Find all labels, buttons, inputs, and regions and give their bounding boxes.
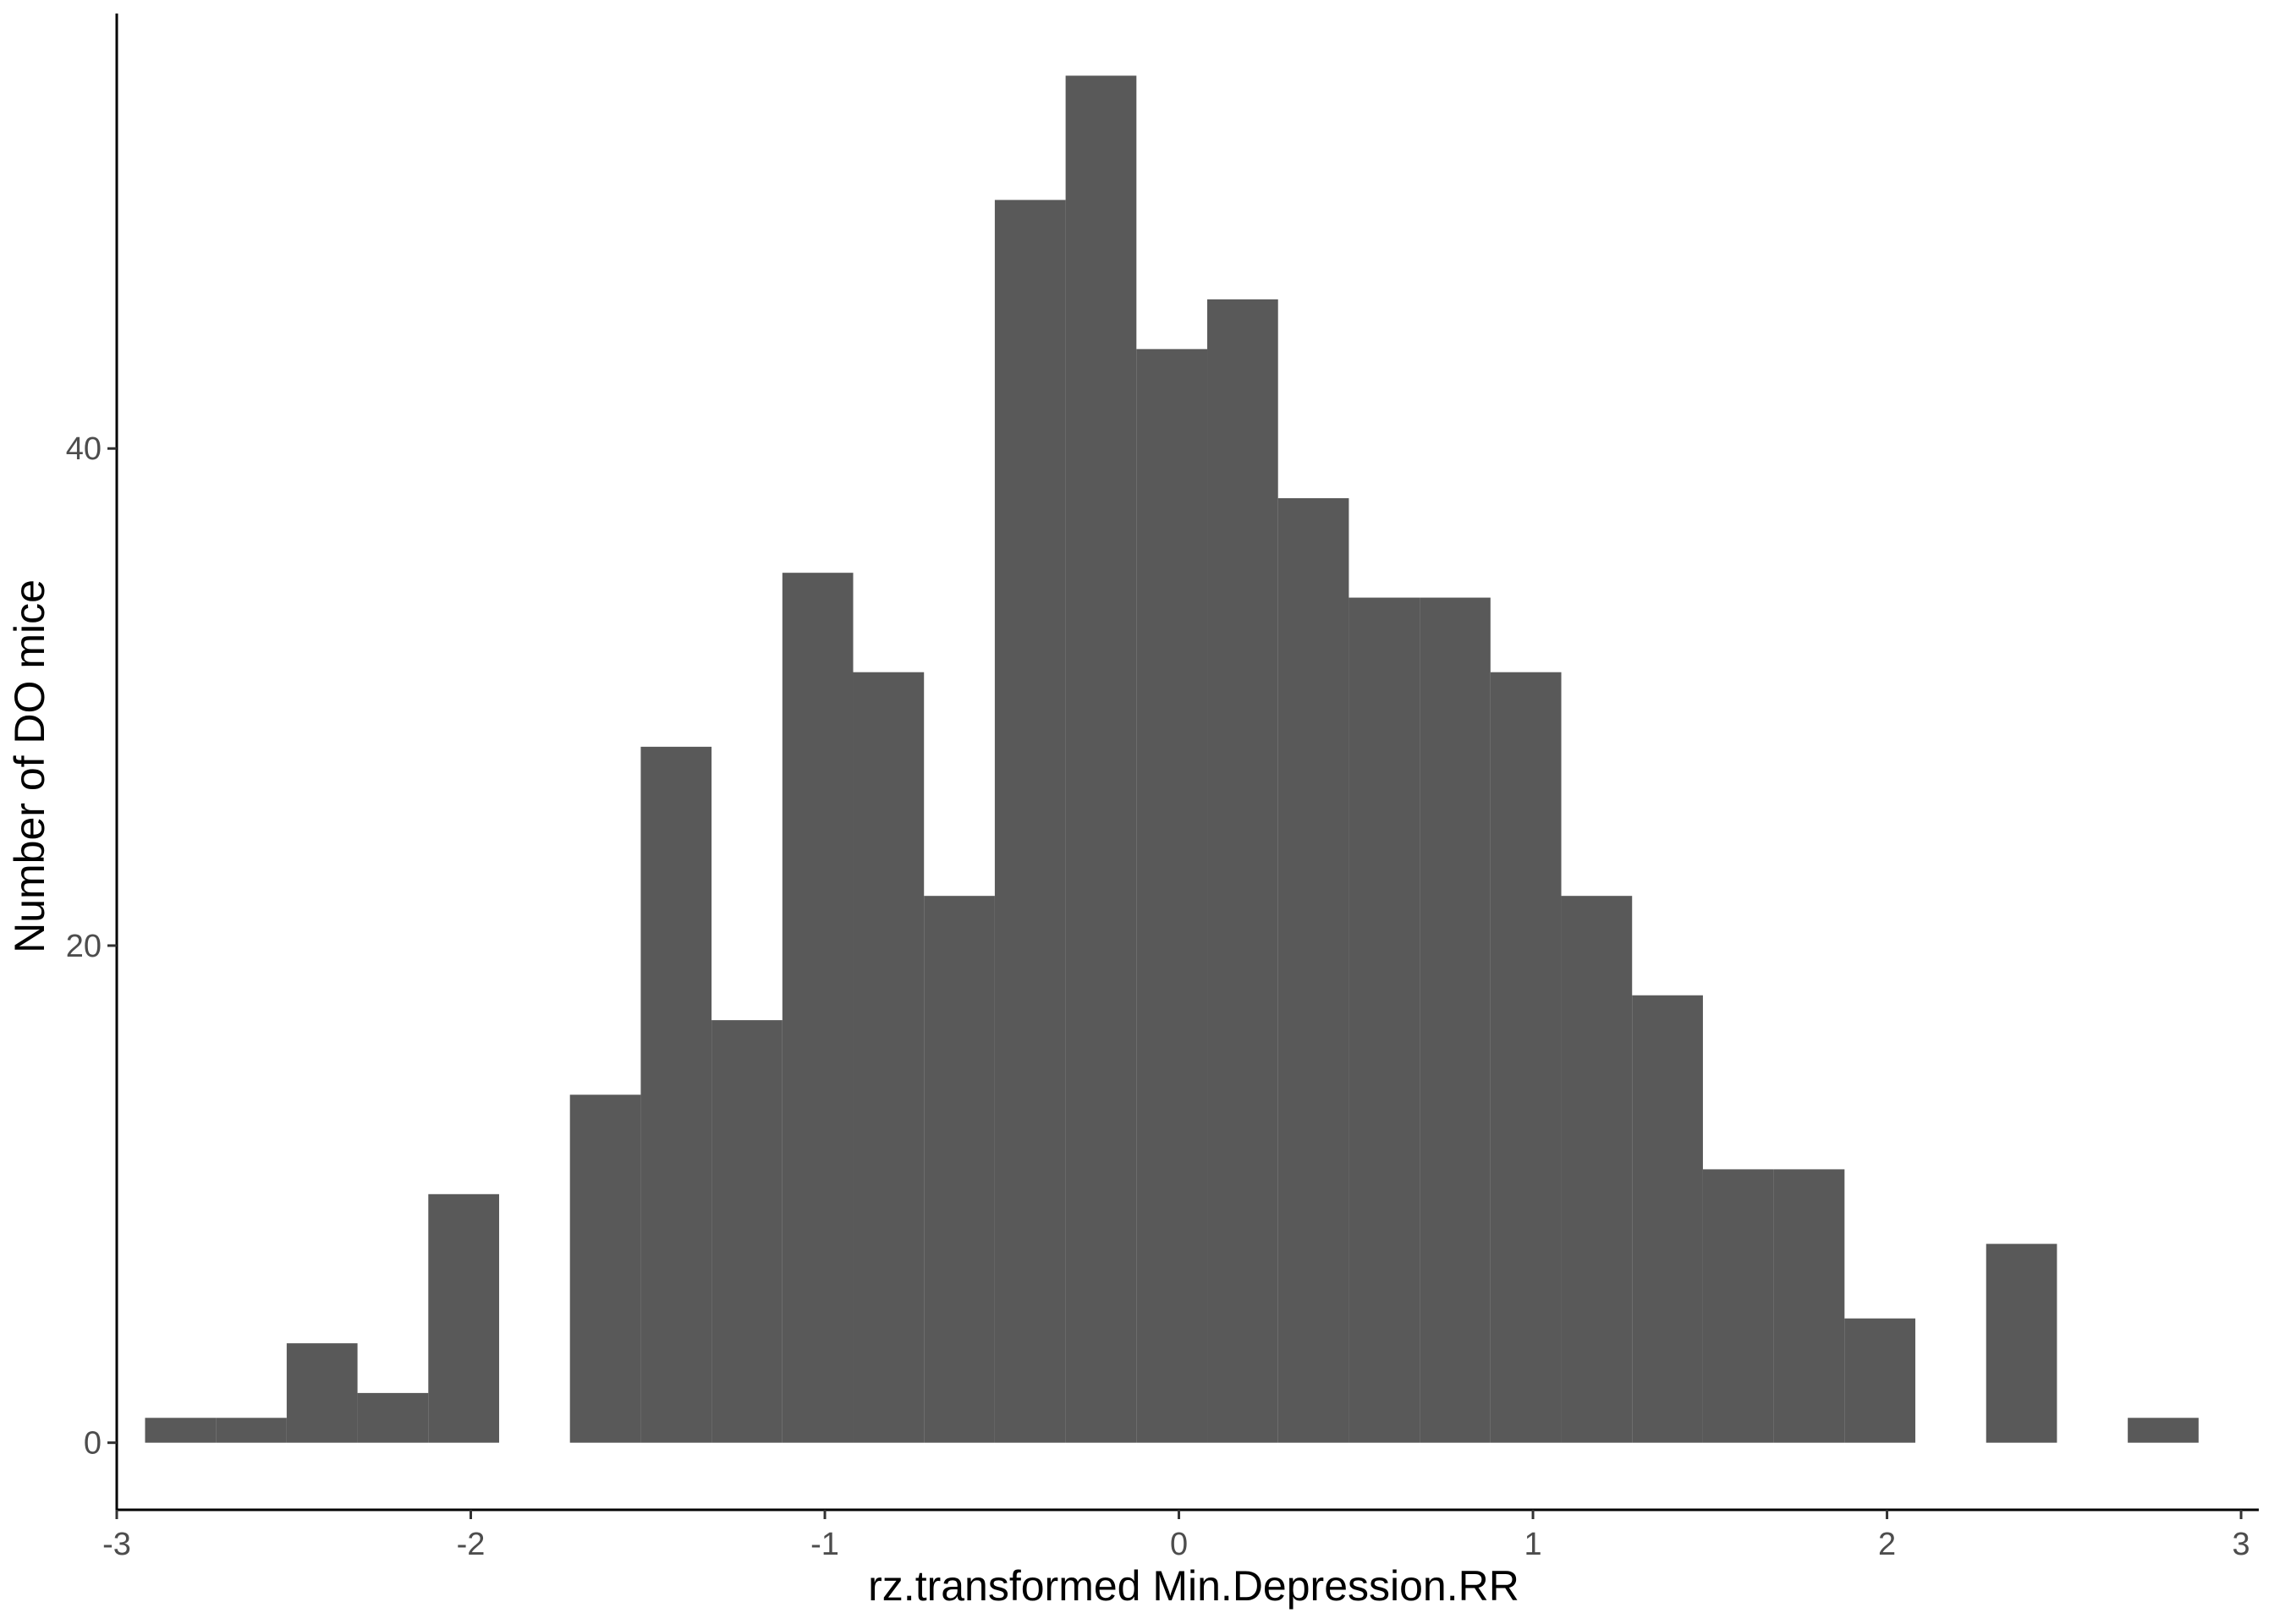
histogram-bar	[1844, 1318, 1916, 1443]
y-axis-ticks: 0 20 40	[66, 431, 117, 1462]
y-tick-label: 40	[66, 431, 102, 467]
x-axis-ticks: -3 -2 -1 0 1 2 3	[102, 1510, 2250, 1562]
x-tick-label: 2	[1878, 1527, 1896, 1562]
x-tick-label: -2	[457, 1527, 486, 1562]
histogram-bar	[1490, 672, 1562, 1443]
histogram-bar	[640, 746, 712, 1443]
histogram-bars	[145, 75, 2199, 1443]
histogram-bar	[145, 1418, 217, 1443]
histogram-bar	[994, 200, 1066, 1443]
y-tick-label: 0	[84, 1426, 102, 1462]
x-tick-label: 1	[1524, 1527, 1541, 1562]
histogram-bar	[569, 1095, 641, 1443]
histogram-bar	[1632, 995, 1703, 1443]
histogram-bar	[1561, 896, 1633, 1443]
histogram-bar	[1986, 1243, 2057, 1443]
x-axis-title: rz.transformed Min.Depression.RR	[868, 1562, 1519, 1610]
histogram-bar	[782, 573, 854, 1443]
histogram-bar	[2128, 1418, 2199, 1443]
histogram-bar	[1065, 75, 1137, 1443]
histogram-bar	[428, 1193, 499, 1443]
histogram-bar	[1136, 348, 1208, 1443]
x-tick-label: -3	[102, 1527, 131, 1562]
y-tick-label: 20	[66, 929, 102, 964]
histogram-bar	[924, 896, 995, 1443]
histogram-bar	[853, 672, 925, 1443]
x-tick-label: -1	[810, 1527, 839, 1562]
histogram-bar	[1348, 597, 1420, 1443]
histogram-bar	[1420, 597, 1491, 1443]
histogram-bar	[1702, 1169, 1774, 1443]
histogram-bar	[357, 1392, 429, 1443]
x-tick-label: 0	[1170, 1527, 1188, 1562]
histogram-bar	[1773, 1169, 1845, 1443]
x-tick-label: 3	[2233, 1527, 2250, 1562]
histogram-bar	[1207, 299, 1278, 1443]
histogram-bar	[711, 1020, 783, 1443]
histogram-bar	[1277, 498, 1349, 1443]
y-axis-title: Number of DO mice	[6, 579, 53, 953]
histogram-bar	[286, 1343, 358, 1443]
histogram-bar	[216, 1418, 287, 1443]
